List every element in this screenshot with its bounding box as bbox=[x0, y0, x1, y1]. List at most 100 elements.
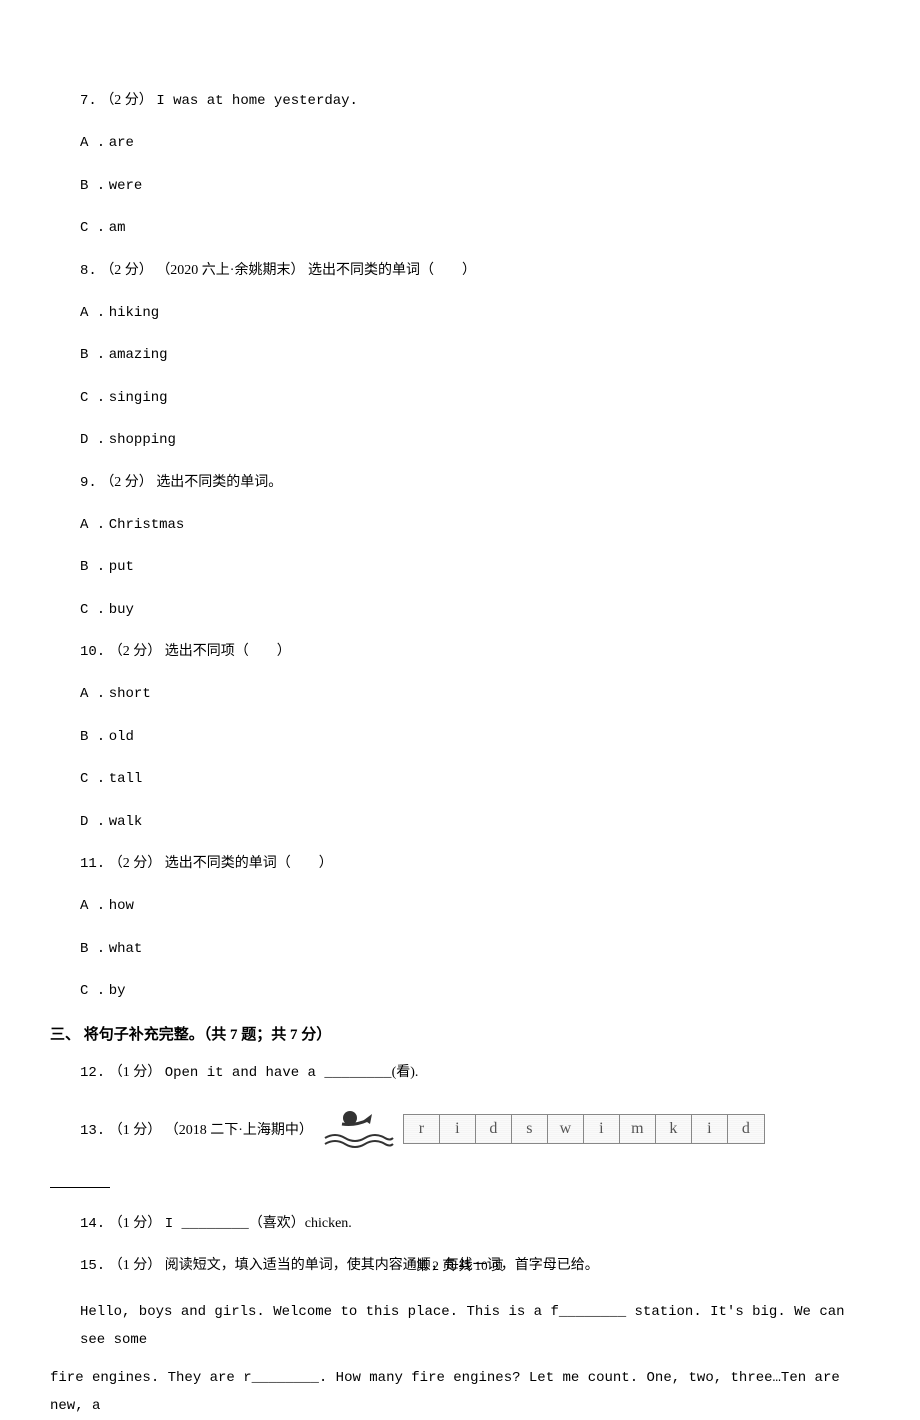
section-3-title: 三、 将句子补充完整。（共 7 题；共 7 分） bbox=[50, 1023, 870, 1044]
option-text: am bbox=[109, 220, 126, 236]
question-9: 9. （2 分） 选出不同类的单词。 bbox=[80, 472, 870, 494]
option-label: B . bbox=[80, 559, 105, 575]
option-text: by bbox=[109, 983, 126, 999]
option-text: were bbox=[109, 178, 143, 194]
q7-option-a[interactable]: A . are bbox=[80, 132, 870, 154]
option-text: shopping bbox=[109, 432, 176, 448]
q10-option-d[interactable]: D . walk bbox=[80, 811, 870, 833]
q15-passage: Hello, boys and girls. Welcome to this p… bbox=[50, 1298, 870, 1420]
q11-text: 选出不同类的单词（ ） bbox=[165, 856, 333, 871]
q9-points: （2 分） bbox=[100, 475, 153, 490]
q13-answer-blank[interactable] bbox=[50, 1174, 870, 1193]
q11-option-a[interactable]: A . how bbox=[80, 895, 870, 917]
option-text: short bbox=[109, 686, 151, 702]
letter-cell: m bbox=[620, 1115, 656, 1143]
q8-option-d[interactable]: D . shopping bbox=[80, 429, 870, 451]
question-8: 8. （2 分） （2020 六上·余姚期末） 选出不同类的单词（ ） bbox=[80, 260, 870, 282]
q8-option-c[interactable]: C . singing bbox=[80, 387, 870, 409]
q10-option-b[interactable]: B . old bbox=[80, 726, 870, 748]
q8-text: 选出不同类的单词（ ） bbox=[308, 263, 476, 278]
letter-cell: k bbox=[656, 1115, 692, 1143]
option-label: C . bbox=[80, 390, 105, 406]
q13-points: （1 分） bbox=[109, 1123, 162, 1138]
q10-points: （2 分） bbox=[109, 644, 162, 659]
option-label: A . bbox=[80, 686, 105, 702]
option-text: how bbox=[109, 898, 134, 914]
passage-blank2[interactable]: ________ bbox=[252, 1370, 319, 1386]
q8-num: 8. bbox=[80, 263, 97, 279]
q7-option-b[interactable]: B . were bbox=[80, 175, 870, 197]
passage-line2a: fire engines. They are r bbox=[50, 1370, 252, 1386]
letter-cell: d bbox=[728, 1115, 764, 1143]
q14-text-before: I bbox=[165, 1216, 182, 1232]
q7-text: I was at home yesterday. bbox=[156, 93, 358, 109]
q10-text: 选出不同项（ ） bbox=[165, 644, 291, 659]
q14-hint: （喜欢）chicken. bbox=[249, 1216, 352, 1231]
letter-cell: i bbox=[440, 1115, 476, 1143]
option-text: what bbox=[109, 941, 143, 957]
option-label: D . bbox=[80, 432, 105, 448]
passage-line1a: Hello, boys and girls. Welcome to this p… bbox=[80, 1304, 559, 1320]
option-label: B . bbox=[80, 941, 105, 957]
option-text: put bbox=[109, 559, 134, 575]
letter-cell: i bbox=[692, 1115, 728, 1143]
swimmer-icon bbox=[318, 1104, 398, 1154]
question-7: 7. （2 分） I was at home yesterday. bbox=[80, 90, 870, 112]
q14-blank[interactable]: ________ bbox=[182, 1216, 249, 1232]
q10-option-c[interactable]: C . tall bbox=[80, 768, 870, 790]
option-text: amazing bbox=[109, 347, 168, 363]
q8-points: （2 分） bbox=[100, 263, 153, 278]
passage-blank1[interactable]: ________ bbox=[559, 1304, 626, 1320]
q11-option-c[interactable]: C . by bbox=[80, 980, 870, 1002]
q12-hint: (看). bbox=[392, 1065, 419, 1080]
q7-option-c[interactable]: C . am bbox=[80, 217, 870, 239]
q12-text-before: Open it and have a bbox=[165, 1065, 325, 1081]
option-label: C . bbox=[80, 771, 105, 787]
option-text: are bbox=[109, 135, 134, 151]
letter-cell: s bbox=[512, 1115, 548, 1143]
q9-option-c[interactable]: C . buy bbox=[80, 599, 870, 621]
option-text: tall bbox=[109, 771, 143, 787]
page-footer: 第 2 页 共 10 页 bbox=[0, 1255, 920, 1274]
option-label: B . bbox=[80, 178, 105, 194]
q8-meta: （2020 六上·余姚期末） bbox=[156, 263, 304, 278]
q7-points: （2 分） bbox=[100, 93, 153, 108]
option-label: C . bbox=[80, 220, 105, 236]
option-label: B . bbox=[80, 347, 105, 363]
q9-option-a[interactable]: A . Christmas bbox=[80, 514, 870, 536]
option-text: old bbox=[109, 729, 134, 745]
letter-grid: r i d s w i m k i d bbox=[403, 1114, 765, 1144]
q9-text: 选出不同类的单词。 bbox=[156, 475, 282, 490]
option-label: D . bbox=[80, 814, 105, 830]
question-11: 11. （2 分） 选出不同类的单词（ ） bbox=[80, 853, 870, 875]
question-13: 13. （1 分） （2018 二下·上海期中） r i d s w i m k… bbox=[80, 1104, 870, 1154]
question-12: 12. （1 分） Open it and have a ________(看)… bbox=[80, 1062, 870, 1084]
q8-option-a[interactable]: A . hiking bbox=[80, 302, 870, 324]
q8-option-b[interactable]: B . amazing bbox=[80, 344, 870, 366]
q12-blank[interactable]: ________ bbox=[324, 1065, 391, 1081]
q14-num: 14. bbox=[80, 1216, 105, 1232]
option-label: B . bbox=[80, 729, 105, 745]
q9-num: 9. bbox=[80, 475, 97, 491]
question-10: 10. （2 分） 选出不同项（ ） bbox=[80, 641, 870, 663]
q7-num: 7. bbox=[80, 93, 97, 109]
letter-cell: w bbox=[548, 1115, 584, 1143]
q10-option-a[interactable]: A . short bbox=[80, 683, 870, 705]
option-text: hiking bbox=[109, 305, 159, 321]
q11-points: （2 分） bbox=[109, 856, 162, 871]
question-14: 14. （1 分） I ________（喜欢）chicken. bbox=[80, 1213, 870, 1235]
q11-option-b[interactable]: B . what bbox=[80, 938, 870, 960]
letter-cell: d bbox=[476, 1115, 512, 1143]
q11-num: 11. bbox=[80, 856, 105, 872]
option-text: singing bbox=[109, 390, 168, 406]
q10-num: 10. bbox=[80, 644, 105, 660]
q9-option-b[interactable]: B . put bbox=[80, 556, 870, 578]
q13-meta: （2018 二下·上海期中） bbox=[165, 1123, 313, 1138]
q12-points: （1 分） bbox=[109, 1065, 162, 1080]
option-text: walk bbox=[109, 814, 143, 830]
option-label: A . bbox=[80, 898, 105, 914]
option-text: buy bbox=[109, 602, 134, 618]
option-text: Christmas bbox=[109, 517, 185, 533]
option-label: A . bbox=[80, 517, 105, 533]
option-label: A . bbox=[80, 305, 105, 321]
